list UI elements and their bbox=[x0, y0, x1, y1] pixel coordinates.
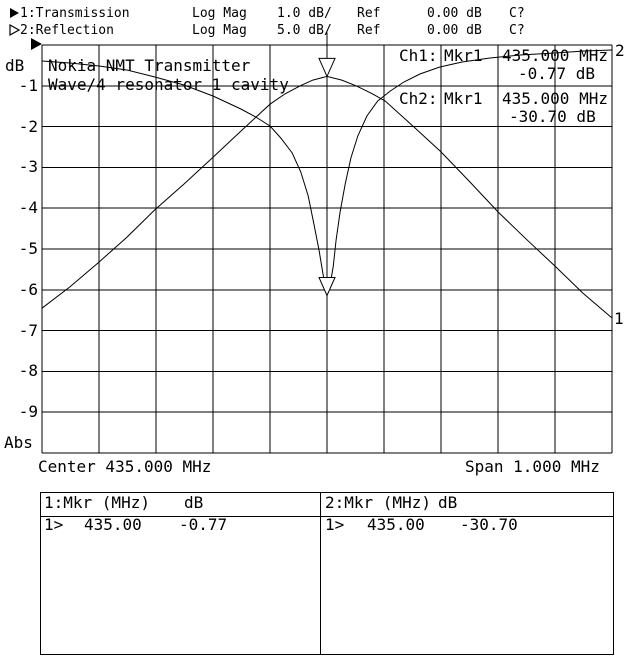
mt-right-row-freq: 435.00 bbox=[367, 515, 425, 534]
ch1-readout-value: -0.77 dB bbox=[518, 64, 596, 83]
mt-left-row-value: -0.77 bbox=[179, 515, 228, 534]
y-axis-bottom-label: Abs bbox=[4, 433, 33, 452]
channel-1-active-icon bbox=[10, 8, 19, 18]
ref-level-icon bbox=[31, 38, 42, 50]
ch2-status-label: 2:Reflection bbox=[20, 23, 114, 38]
mt-left-header-db: dB bbox=[184, 493, 204, 512]
ch1-status-label: 1:Transmission bbox=[20, 6, 130, 21]
ch2-cal-status: C? bbox=[509, 23, 525, 38]
channel-2-inactive-icon bbox=[9, 24, 21, 36]
y-axis-unit: dB bbox=[5, 56, 25, 75]
ch1-format: Log Mag bbox=[192, 6, 247, 21]
y-tick-label: -8 bbox=[18, 361, 38, 380]
ch2-readout-channel: Ch2: bbox=[399, 89, 438, 108]
trace-1-label: 1 bbox=[614, 309, 624, 328]
trace-2-label: 2 bbox=[615, 41, 625, 60]
ch1-cal-status: C? bbox=[509, 6, 525, 21]
marker-1-icon-ch1 bbox=[318, 57, 336, 78]
mt-right-header-freq: 2:Mkr (MHz) bbox=[325, 493, 431, 512]
ch2-format: Log Mag bbox=[192, 23, 247, 38]
ch1-readout-marker: Mkr1 bbox=[444, 46, 483, 65]
marker-table-header-separator bbox=[41, 516, 613, 517]
y-tick-label: -7 bbox=[18, 321, 38, 340]
center-freq-label: Center 435.000 MHz bbox=[38, 457, 212, 476]
chart-title-line-2: Wave/4 resonator 1 cavity bbox=[48, 75, 289, 94]
y-tick-label: -9 bbox=[18, 402, 38, 421]
ch2-readout-value: -30.70 dB bbox=[509, 107, 596, 126]
ch1-ref-label: Ref bbox=[357, 6, 381, 21]
ch2-ref-value: 0.00 dB bbox=[427, 23, 482, 38]
y-tick-label: -1 bbox=[18, 76, 38, 95]
ch1-readout-channel: Ch1: bbox=[399, 46, 438, 65]
mt-left-row-freq: 435.00 bbox=[84, 515, 142, 534]
span-label: Span 1.000 MHz bbox=[465, 457, 600, 476]
y-tick-label: -4 bbox=[18, 198, 38, 217]
mt-right-header-db: dB bbox=[438, 493, 458, 512]
y-tick-label: -5 bbox=[18, 239, 38, 258]
y-tick-label: -6 bbox=[18, 280, 38, 299]
mt-left-row-num: 1> bbox=[44, 515, 64, 534]
ch1-ref-value: 0.00 dB bbox=[427, 6, 482, 21]
marker-table-divider bbox=[320, 493, 321, 654]
mt-right-row-value: -30.70 bbox=[460, 515, 518, 534]
marker-table bbox=[40, 492, 614, 655]
ch2-scale: 5.0 dB/ bbox=[277, 23, 332, 38]
mt-right-row-num: 1> bbox=[325, 515, 345, 534]
ch2-readout-freq: 435.000 MHz bbox=[502, 89, 608, 108]
y-tick-label: -3 bbox=[18, 157, 38, 176]
chart-title-line-1: Nokia NMT Transmitter bbox=[48, 56, 251, 75]
marker-1-icon-ch2 bbox=[318, 277, 336, 297]
ch2-readout-marker: Mkr1 bbox=[444, 89, 483, 108]
ch1-readout-freq: 435.000 MHz bbox=[502, 46, 608, 65]
mt-left-header-freq: 1:Mkr (MHz) bbox=[44, 493, 150, 512]
ch2-ref-label: Ref bbox=[357, 23, 381, 38]
y-tick-label: -2 bbox=[18, 117, 38, 136]
ch1-scale: 1.0 dB/ bbox=[277, 6, 332, 21]
